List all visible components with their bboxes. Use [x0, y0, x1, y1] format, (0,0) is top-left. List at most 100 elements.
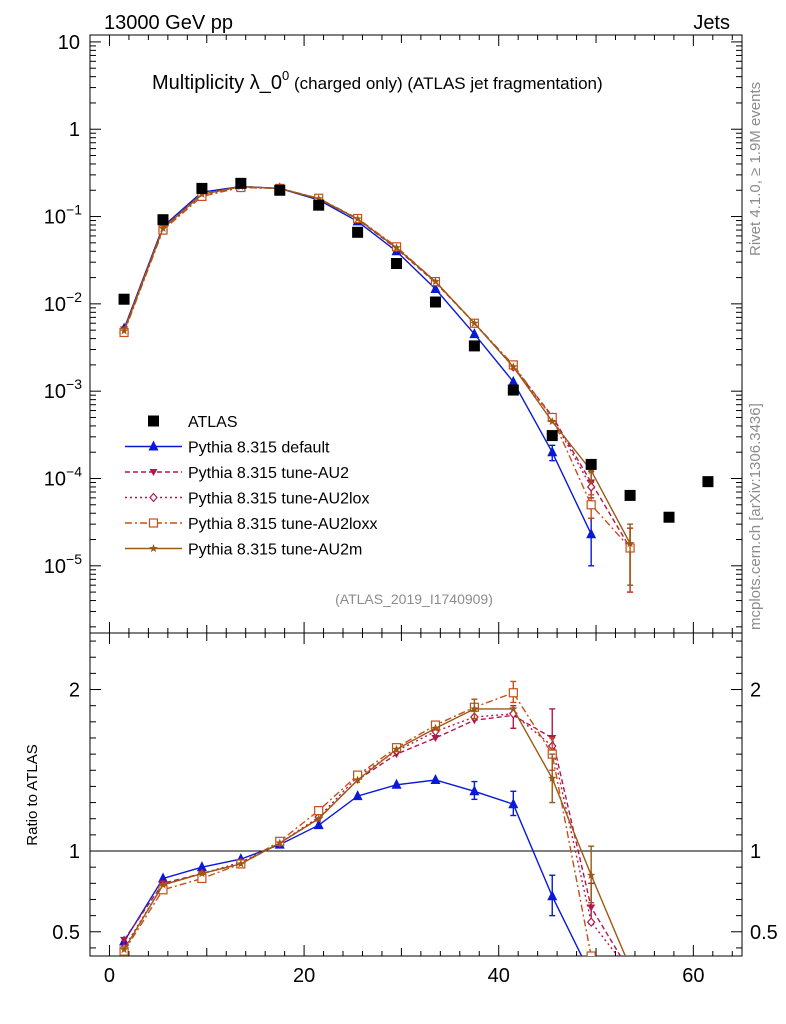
main-point-au2m — [119, 326, 129, 335]
ratio-point-au2m — [119, 945, 129, 954]
main-line-default — [123, 185, 592, 535]
legend-item-data: ATLAS — [148, 414, 238, 431]
ratio-point-au2loxx — [314, 806, 324, 816]
ratio-point-default — [352, 790, 363, 801]
ratio-y-tick-label: 1 — [69, 841, 80, 863]
ratio-point-au2m — [548, 773, 557, 782]
y-tick-base: 10 — [44, 207, 66, 229]
ratio-point-au2 — [587, 904, 596, 912]
y-tick-exponent: −1 — [66, 202, 82, 218]
ratio-point-default — [469, 785, 480, 796]
ratio-point-au2m — [197, 869, 207, 878]
y-tick-exponent: −5 — [66, 551, 82, 567]
main-point-default — [469, 328, 480, 339]
legend-marker — [149, 544, 158, 553]
ratio-y-tick-label-right: 0.5 — [750, 922, 778, 944]
chart-title-superscript: 0 — [282, 68, 289, 83]
main-series-default — [119, 180, 597, 567]
y-tick-base: 10 — [44, 556, 66, 578]
legend-marker — [149, 492, 158, 503]
main-point-au2m — [314, 194, 323, 203]
main-point-data — [352, 226, 364, 238]
ratio-panel-frame — [89, 632, 743, 957]
legend: ATLAS Pythia 8.315 default Pythia 8.315 tu… — [125, 414, 377, 559]
y-tick-base: 10 — [44, 468, 66, 490]
ratio-point-default — [430, 773, 441, 784]
y-tick-label: 10−4 — [44, 463, 82, 490]
y-tick-label: 10 — [58, 32, 80, 54]
main-line-au2m — [123, 185, 631, 544]
main-point-default — [586, 528, 597, 539]
main-point-data — [546, 430, 558, 442]
ratio-line-au2m — [123, 708, 627, 956]
legend-item-au2lox: Pythia 8.315 tune-AU2lox — [125, 491, 369, 508]
ratio-point-au2lox — [586, 917, 596, 927]
main-point-data — [624, 489, 636, 501]
ratio-point-au2m — [158, 880, 168, 889]
main-point-data — [118, 293, 130, 305]
main-point-data — [702, 476, 714, 488]
y-tick-label: 1 — [69, 119, 80, 141]
ratio-point-au2 — [626, 969, 634, 976]
main-point-data — [313, 199, 325, 211]
main-point-au2lox — [586, 482, 596, 492]
ratio-line-default — [123, 779, 583, 956]
ratio-point-default — [391, 778, 402, 789]
y-tick-label: 10−5 — [44, 551, 82, 578]
ratio-point-au2m — [392, 744, 401, 753]
ratio-point-au2 — [431, 734, 440, 742]
main-point-au2m — [431, 277, 440, 286]
main-point-au2loxx — [586, 500, 596, 510]
rivet-label: Rivet 4.1.0, ≥ 1.9M events — [747, 82, 764, 256]
main-point-au2m — [509, 362, 518, 371]
legend-marker — [148, 415, 159, 427]
main-point-au2m — [586, 466, 596, 475]
ratio-point-au2loxx — [197, 873, 207, 884]
main-point-au2m — [158, 224, 168, 233]
y-tick-exponent: −4 — [66, 463, 82, 479]
main-point-au2m — [392, 243, 401, 252]
ratio-point-au2lox — [627, 968, 634, 976]
legend-item-default: Pythia 8.315 default — [125, 440, 330, 457]
legend-marker — [149, 469, 158, 476]
ratio-point-default — [196, 861, 207, 872]
ratio-series-au2 — [120, 704, 634, 976]
ratio-point-au2 — [120, 936, 129, 944]
energy-label: 13000 GeV pp — [104, 12, 233, 34]
ratio-point-au2m — [236, 859, 246, 868]
main-x-axis — [108, 35, 733, 633]
main-series-data — [118, 177, 714, 523]
legend-item-au2loxx: Pythia 8.315 tune-AU2loxx — [125, 516, 377, 533]
y-tick-exponent: −3 — [66, 376, 82, 392]
x-tick-label: 60 — [682, 965, 704, 987]
ratio-point-au2loxx — [586, 951, 596, 956]
ratio-point-au2m — [353, 775, 362, 784]
legend-label: Pythia 8.315 default — [188, 440, 330, 457]
ratio-point-au2m — [509, 704, 518, 713]
main-point-data — [274, 184, 286, 196]
ratio-point-au2loxx — [508, 688, 518, 698]
chart-title-main: Multiplicity λ_0 — [152, 72, 282, 94]
main-point-data — [391, 257, 403, 269]
y-tick-exponent: −2 — [66, 289, 82, 305]
ratio-point-default — [508, 798, 519, 809]
ratio-point-default — [313, 819, 324, 830]
main-point-data — [507, 384, 519, 396]
legend-label: Pythia 8.315 tune-AU2lox — [188, 491, 369, 508]
chart-title: Multiplicity λ_00 (charged only) (ATLAS … — [152, 68, 603, 94]
main-point-data — [235, 177, 247, 189]
ratio-y-axis: 0.5 0.5 1 1 2 2 — [52, 640, 778, 949]
main-point-au2m — [625, 539, 635, 548]
ratio-y-tick-label: 2 — [69, 680, 80, 702]
y-tick-label: 10−3 — [44, 376, 82, 403]
ratio-point-au2m — [626, 963, 635, 971]
ratio-y-tick-label-right: 2 — [750, 680, 761, 702]
y-tick-base: 10 — [44, 381, 66, 403]
ratio-point-au2m — [431, 723, 440, 732]
legend-item-au2m: Pythia 8.315 tune-AU2m — [125, 542, 362, 559]
y-tick-label: 10−1 — [44, 202, 82, 229]
main-point-data — [196, 182, 208, 194]
legend-item-au2: Pythia 8.315 tune-AU2 — [125, 465, 349, 482]
